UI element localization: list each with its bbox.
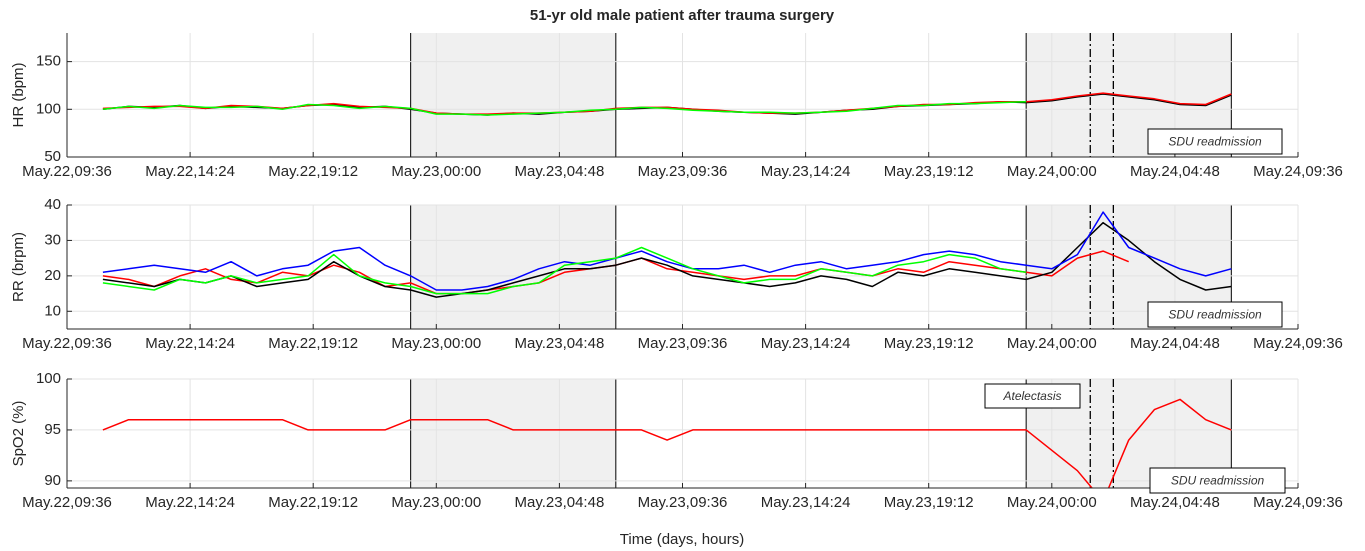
y-tick-label: 150 xyxy=(36,53,61,70)
panel: May.22,09:36 May.22,14:24 May.22,19:12 May.… xyxy=(10,370,1343,511)
x-tick-label: May.24,00:00 xyxy=(1007,335,1097,352)
x-tick-label: May.23,00:00 xyxy=(391,335,481,352)
annotation: SDU readmission xyxy=(1168,308,1262,322)
x-tick-label: May.24,09:36 xyxy=(1253,163,1343,180)
x-tick-label: May.23,04:48 xyxy=(515,494,605,511)
shaded-region xyxy=(410,379,616,488)
annotation-box xyxy=(1149,467,1286,494)
shaded-region xyxy=(410,33,616,157)
x-tick-label: May.24,04:48 xyxy=(1130,163,1220,180)
y-axis-label: SpO2 (%) xyxy=(10,401,27,467)
y-tick-label: 95 xyxy=(44,421,61,438)
y-tick-label: 100 xyxy=(36,100,61,117)
x-tick-label: May.23,14:24 xyxy=(761,494,851,511)
x-tick-label: May.23,00:00 xyxy=(391,494,481,511)
y-tick-label: 10 xyxy=(44,302,61,319)
series-line xyxy=(102,246,1027,295)
x-tick-label: May.22,14:24 xyxy=(145,335,235,352)
x-tick-label: May.23,09:36 xyxy=(638,494,728,511)
series-line xyxy=(102,100,1027,116)
x-tick-label: May.24,09:36 xyxy=(1253,335,1343,352)
x-tick-label: May.22,19:12 xyxy=(268,494,358,511)
y-tick-label: 20 xyxy=(44,267,61,284)
annotation-box xyxy=(1147,128,1283,155)
x-tick-label: May.24,09:36 xyxy=(1253,494,1343,511)
y-axis-label: RR (brpm) xyxy=(10,232,27,302)
y-tick-label: 90 xyxy=(44,472,61,489)
series-line xyxy=(102,211,1232,291)
y-tick-label: 50 xyxy=(44,148,61,165)
x-tick-label: May.23,19:12 xyxy=(884,163,974,180)
x-tick-label: May.24,00:00 xyxy=(1007,494,1097,511)
x-tick-label: May.23,14:24 xyxy=(761,335,851,352)
x-tick-label: May.23,09:36 xyxy=(638,163,728,180)
x-tick-label: May.23,14:24 xyxy=(761,163,851,180)
annotation-box xyxy=(1147,301,1283,328)
x-tick-label: May.23,19:12 xyxy=(884,494,974,511)
x-tick-label: May.23,04:48 xyxy=(515,163,605,180)
annotation: SDU readmission xyxy=(1171,474,1265,488)
panel: May.22,09:36 May.22,14:24 May.22,19:12 May.… xyxy=(10,33,1343,180)
shaded-region xyxy=(410,205,616,329)
x-tick-label: May.22,14:24 xyxy=(145,494,235,511)
x-tick-label: May.24,00:00 xyxy=(1007,163,1097,180)
panel: May.22,09:36 May.22,14:24 May.22,19:12 May.… xyxy=(10,196,1343,352)
x-tick-label: May.22,09:36 xyxy=(22,335,112,352)
x-tick-label: May.22,09:36 xyxy=(22,494,112,511)
y-tick-label: 100 xyxy=(36,370,61,387)
x-tick-label: May.22,14:24 xyxy=(145,163,235,180)
y-tick-label: 40 xyxy=(44,196,61,213)
annotation: SDU readmission xyxy=(1168,135,1262,149)
x-tick-label: May.22,19:12 xyxy=(268,163,358,180)
x-tick-label: May.23,19:12 xyxy=(884,335,974,352)
chart-title: 51-yr old male patient after trauma surg… xyxy=(530,7,835,24)
x-tick-label: May.23,04:48 xyxy=(515,335,605,352)
y-axis-label: HR (bpm) xyxy=(10,62,27,127)
x-tick-label: May.23,09:36 xyxy=(638,335,728,352)
x-tick-label: May.24,04:48 xyxy=(1130,494,1220,511)
x-tick-label: May.24,04:48 xyxy=(1130,335,1220,352)
series-line xyxy=(102,221,1232,298)
x-tick-label: May.22,19:12 xyxy=(268,335,358,352)
y-tick-label: 30 xyxy=(44,231,61,248)
series-line xyxy=(102,398,1232,488)
annotation: Atelectasis xyxy=(1002,389,1061,403)
x-tick-label: May.22,09:36 xyxy=(22,163,112,180)
x-tick-label: May.23,00:00 xyxy=(391,163,481,180)
annotation-box xyxy=(984,383,1081,409)
x-axis-label: Time (days, hours) xyxy=(620,531,744,548)
